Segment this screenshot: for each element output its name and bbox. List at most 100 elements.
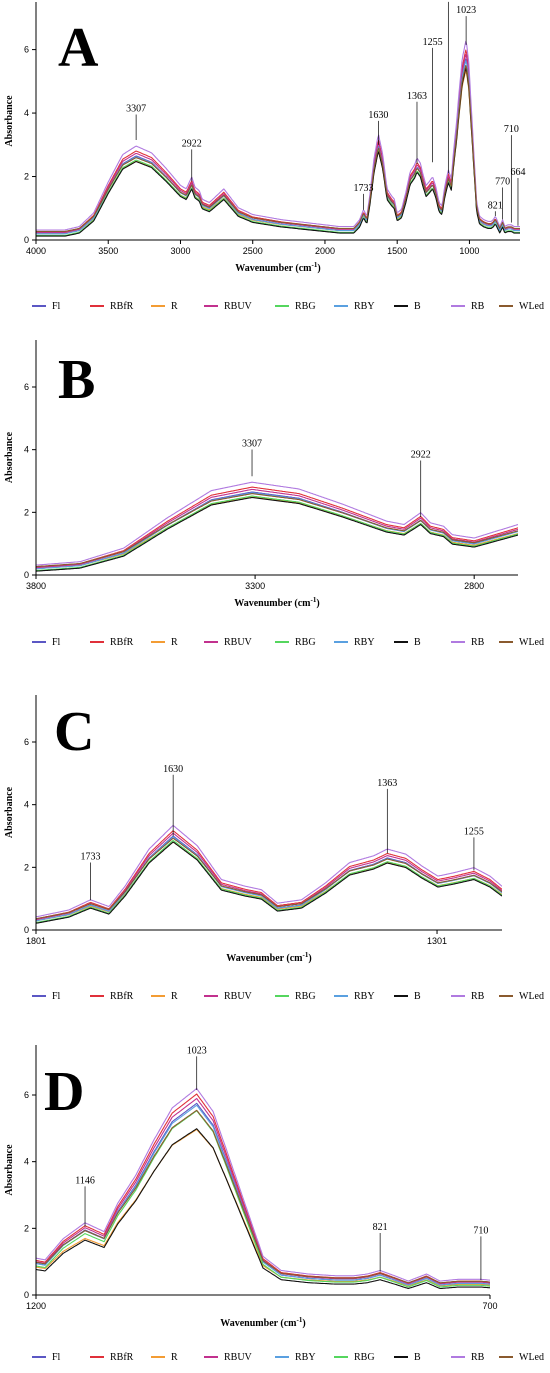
legend-item: WLed xyxy=(499,1352,544,1363)
legend-label: WLed xyxy=(519,301,544,312)
panel-letter: D xyxy=(44,1061,84,1123)
series-line-rb xyxy=(36,481,518,566)
series-line-wled xyxy=(36,837,502,920)
panel-letter: A xyxy=(58,17,99,79)
annotation-label: 3307 xyxy=(242,439,262,450)
legend-item: B xyxy=(394,301,421,312)
legend-item: R xyxy=(151,637,178,648)
series-group xyxy=(36,481,518,572)
y-tick-label: 0 xyxy=(24,235,29,245)
legend-label: Fl xyxy=(52,637,61,648)
series-line-wled xyxy=(36,1109,490,1284)
annotation-label: 770 xyxy=(495,176,510,187)
legend-label: R xyxy=(171,991,178,1002)
legend-item: Fl xyxy=(32,1352,61,1363)
y-tick-label: 4 xyxy=(24,800,29,810)
legend-item: RBY xyxy=(334,637,375,648)
annotation-label: 3307 xyxy=(126,103,146,114)
annotation-label: 2922 xyxy=(182,138,202,149)
legend-label: RBG xyxy=(295,637,316,648)
series-line-b xyxy=(36,1128,490,1290)
x-axis-title: Wavenumber (cm-1) xyxy=(220,1316,305,1329)
series-group xyxy=(36,824,502,924)
legend-label: RBUV xyxy=(224,1352,253,1363)
legend-item: RB xyxy=(451,991,485,1002)
annotation-label: 1733 xyxy=(354,183,374,194)
legend-label: R xyxy=(171,637,178,648)
legend-label: RBUV xyxy=(224,301,253,312)
legend-label: RBG xyxy=(354,1352,375,1363)
chart-panel-D: 0 2 4 6 1200 700 Wavenumber (cm-1) Absorbance D 1… xyxy=(4,1045,544,1363)
series-line-rbfr xyxy=(36,1093,490,1284)
legend-item: RB xyxy=(451,301,485,312)
legend-label: RBfR xyxy=(110,1352,134,1363)
y-tick-label: 6 xyxy=(24,1090,29,1100)
y-tick-label: 0 xyxy=(24,1290,29,1300)
panel-letter: B xyxy=(58,349,95,411)
legend-label: RBY xyxy=(354,637,375,648)
legend-label: RBfR xyxy=(110,301,134,312)
legend-item: RBY xyxy=(275,1352,316,1363)
series-line-rbfr xyxy=(36,830,502,920)
legend-label: WLed xyxy=(519,637,544,648)
y-tick-label: 2 xyxy=(24,507,29,517)
legend-label: R xyxy=(171,1352,178,1363)
legend-label: WLed xyxy=(519,991,544,1002)
legend-label: RBG xyxy=(295,991,316,1002)
chart-panel-A: 0 2 4 6 4000 3500 3000 2500 2000 1500 1000 Wavenumb… xyxy=(4,0,544,312)
y-axis-title: Absorbance xyxy=(4,95,15,147)
series-line-wled xyxy=(36,64,520,232)
legend-item: WLed xyxy=(499,991,544,1002)
legend-label: B xyxy=(414,637,421,648)
series-line-rb xyxy=(36,40,520,231)
series-line-b xyxy=(36,841,502,924)
y-tick-label: 0 xyxy=(24,570,29,580)
legend: Fl RBfR R RBUV RBY RBG B RB WLed xyxy=(32,1352,544,1363)
panel-letter: C xyxy=(54,701,94,763)
series-line-rbg xyxy=(36,65,520,236)
series-line-b xyxy=(36,67,520,237)
legend-label: RBfR xyxy=(110,991,134,1002)
annotation-label: 1363 xyxy=(407,91,427,102)
annotation-label: 1630 xyxy=(368,110,388,121)
legend-label: Fl xyxy=(52,1352,61,1363)
y-tick-label: 2 xyxy=(24,1223,29,1233)
y-tick-label: 6 xyxy=(24,45,29,55)
series-line-fl xyxy=(36,58,520,235)
legend-label: B xyxy=(414,991,421,1002)
legend-item: RBG xyxy=(334,1352,375,1363)
x-tick-label: 2800 xyxy=(464,581,484,591)
y-tick-label: 4 xyxy=(24,1157,29,1167)
legend-item: RBfR xyxy=(90,1352,134,1363)
x-axis-title: Wavenumber (cm-1) xyxy=(226,951,311,964)
legend: Fl RBfR R RBUV RBG RBY B RB WLed xyxy=(32,637,544,648)
series-line-b xyxy=(36,496,518,572)
legend-label: RBUV xyxy=(224,637,253,648)
x-axis-title: Wavenumber (cm-1) xyxy=(235,261,320,274)
series-line-r xyxy=(36,70,520,235)
annotation-label: 821 xyxy=(488,200,503,211)
legend-label: RB xyxy=(471,301,485,312)
x-tick-label: 3500 xyxy=(98,246,118,256)
annotation-label: 1363 xyxy=(377,778,397,789)
chart-panel-C: 0 2 4 6 1801 1301 Wavenumber (cm-1) Absorbance C… xyxy=(4,695,544,1002)
x-tick-label: 1801 xyxy=(26,936,46,946)
legend-item: B xyxy=(394,991,421,1002)
annotation-label: 664 xyxy=(510,167,525,178)
legend-label: B xyxy=(414,301,421,312)
annotation-label: 1146 xyxy=(439,0,459,2)
series-line-rby xyxy=(36,492,518,570)
legend-item: RBG xyxy=(275,301,316,312)
series-group xyxy=(36,40,520,237)
legend-label: Fl xyxy=(52,991,61,1002)
chart-panel-B: 0 2 4 6 3800 3300 2800 Wavenumber (cm-1) Absorba… xyxy=(4,340,544,648)
legend-label: RBY xyxy=(354,301,375,312)
legend-item: RBUV xyxy=(204,1352,253,1363)
y-axis-title: Absorbance xyxy=(4,1144,15,1196)
legend-label: B xyxy=(414,1352,421,1363)
annotation-label: 1733 xyxy=(81,852,101,863)
annotation-label: 710 xyxy=(473,1225,488,1236)
legend-label: Fl xyxy=(52,301,61,312)
series-line-rbfr xyxy=(36,49,520,233)
